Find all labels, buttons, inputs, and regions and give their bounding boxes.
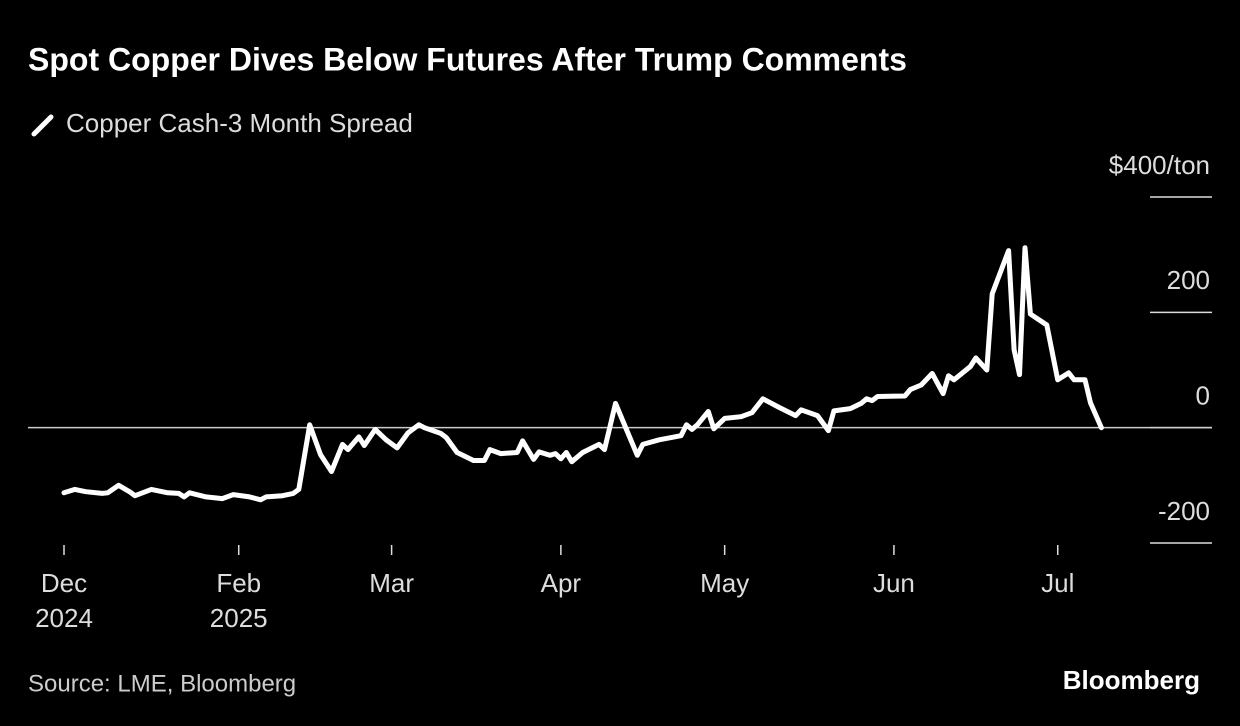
y-tick-label: -200 — [1158, 496, 1210, 526]
chart-title: Spot Copper Dives Below Futures After Tr… — [28, 41, 907, 77]
x-tick-label: May — [700, 568, 750, 598]
brand: Bloomberg — [1063, 665, 1200, 695]
x-tick-label: Apr — [540, 568, 582, 598]
legend-label: Copper Cash-3 Month Spread — [66, 108, 413, 138]
x-tick-label: Mar — [369, 568, 414, 598]
x-tick-label: Dec 2024 — [35, 568, 93, 633]
series-line — [61, 245, 1104, 503]
y-tick-label: 200 — [1167, 265, 1210, 295]
y-tick-label: 0 — [1196, 381, 1210, 411]
x-tick-label: Feb 2025 — [209, 568, 268, 633]
source: Source: LME, Bloomberg — [28, 670, 296, 697]
x-tick-label: Jul — [1041, 568, 1075, 598]
x-tick-label: Jun — [872, 568, 915, 598]
legend-swatch — [31, 114, 54, 137]
y-tick-label: $400/ton — [1109, 150, 1210, 180]
